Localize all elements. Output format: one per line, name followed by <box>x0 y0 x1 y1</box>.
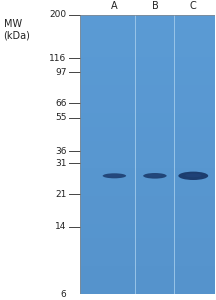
Text: 116: 116 <box>49 54 67 63</box>
Text: 21: 21 <box>55 190 67 199</box>
Text: 55: 55 <box>55 113 67 122</box>
Bar <box>80 182 215 197</box>
Bar <box>80 43 215 57</box>
Ellipse shape <box>148 174 161 177</box>
Text: 200: 200 <box>49 11 67 20</box>
Text: 31: 31 <box>55 159 67 168</box>
Bar <box>80 154 215 168</box>
Bar <box>80 238 215 252</box>
Bar <box>80 15 215 29</box>
Text: C: C <box>190 1 197 11</box>
Bar <box>80 266 215 280</box>
Ellipse shape <box>178 172 208 180</box>
Text: 97: 97 <box>55 68 67 77</box>
Ellipse shape <box>185 173 202 177</box>
Bar <box>80 29 215 43</box>
Ellipse shape <box>108 174 121 177</box>
Bar <box>80 280 215 294</box>
Bar <box>80 15 215 294</box>
Bar <box>80 99 215 112</box>
Text: 66: 66 <box>55 99 67 108</box>
Bar <box>80 196 215 210</box>
Bar <box>80 71 215 85</box>
Bar <box>80 85 215 99</box>
Bar <box>80 168 215 182</box>
Ellipse shape <box>143 173 167 178</box>
Text: 36: 36 <box>55 147 67 156</box>
Text: B: B <box>152 1 158 11</box>
Bar <box>80 15 215 294</box>
Text: (kDa): (kDa) <box>3 30 30 40</box>
Text: 6: 6 <box>61 290 67 298</box>
Bar <box>80 252 215 266</box>
Text: A: A <box>111 1 118 11</box>
Bar <box>80 127 215 140</box>
Text: 14: 14 <box>55 222 67 231</box>
Bar <box>80 112 215 127</box>
Ellipse shape <box>103 173 126 178</box>
Text: MW: MW <box>3 19 22 29</box>
Bar <box>80 210 215 224</box>
Bar <box>80 140 215 154</box>
Bar <box>80 224 215 238</box>
Bar <box>80 57 215 71</box>
